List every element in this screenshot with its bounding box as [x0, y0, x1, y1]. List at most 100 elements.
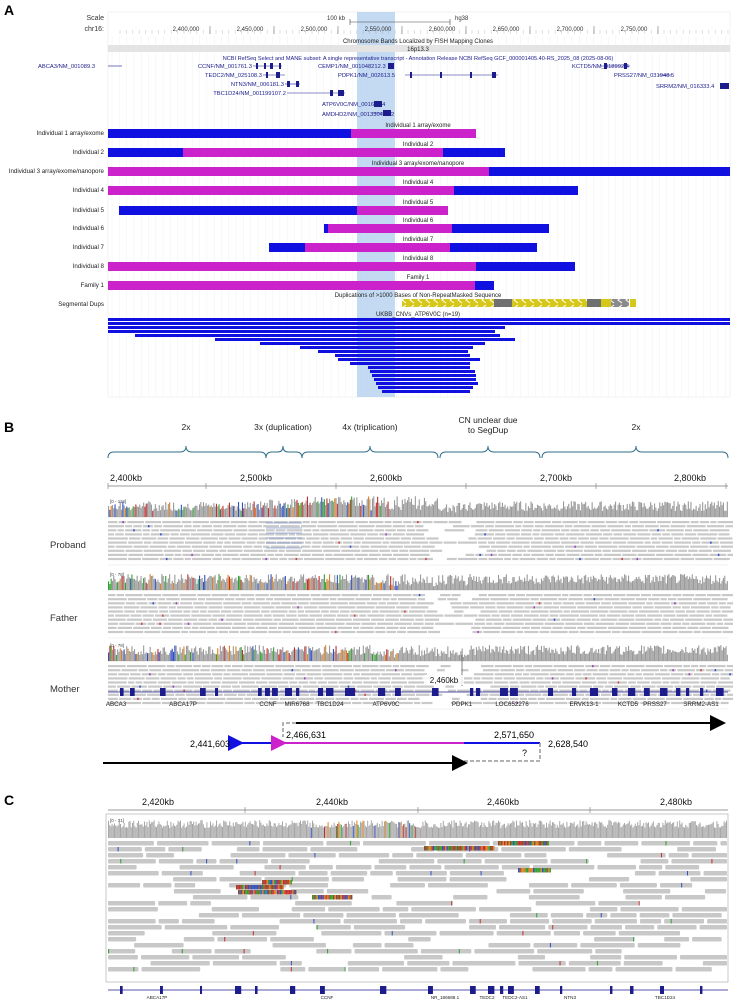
position-label: 2,750,000	[621, 27, 648, 33]
duplication-segment	[108, 186, 356, 195]
panel-b-axis: 2,400kb 2,500kb 2,600kb 2,700kb 2,800kb	[107, 473, 728, 489]
gene-label-prss27: PRSS27/NM_031948.5	[614, 73, 674, 79]
cnv-track-title: Individual 5	[403, 200, 434, 206]
exon	[500, 688, 508, 696]
cnv-track-title: Individual 7	[403, 237, 434, 243]
exon	[700, 688, 704, 696]
deletion-segment	[443, 148, 505, 157]
gene-label: ABCA3	[106, 701, 127, 708]
gene-label: TEDC2	[479, 995, 495, 1000]
ukbb-cnv-bars	[108, 318, 730, 393]
exon	[318, 688, 324, 696]
axis-tick-label: 2,460kb	[487, 797, 519, 807]
sample-track: Proband [0 - 113]	[50, 496, 733, 566]
gene-label: LOC652276	[495, 701, 529, 708]
cnv-track-label: Family 1	[81, 282, 105, 289]
axis-tick-label: 2,600kb	[370, 473, 402, 483]
cnv-track-label: Individual 6	[73, 225, 105, 232]
deletion-segment	[489, 167, 730, 176]
ukbb-cnv-bar	[368, 366, 470, 369]
segdup-gray-1	[494, 299, 512, 307]
panel-b-gene-track: ABCA3 ABCA17P CCNF MIR6768 TBC1D24 ATP6V0C PDP…	[106, 688, 728, 708]
ukbb-cnv-bar	[370, 370, 475, 373]
ukbb-cnv-bar	[135, 334, 500, 337]
duplication-segment	[305, 243, 450, 252]
cnv-track-label: Individual 5	[73, 207, 105, 214]
ukbb-cnv-bar	[378, 386, 473, 389]
panel-c-letter: C	[4, 792, 14, 808]
axis-tick-label: 2,800kb	[674, 473, 706, 483]
segdup-gray-2	[587, 299, 601, 307]
coverage-range: [0 - 113]	[110, 499, 126, 504]
brace-3	[301, 445, 439, 459]
exon	[160, 986, 163, 994]
igv-sample-tracks: Proband [0 - 113] Father [0 - 78] Mother [0 -…	[50, 496, 733, 710]
exon	[160, 688, 166, 696]
gene-label-ccnf: CCNF/NM_001761.3	[198, 64, 252, 70]
gene-label: PRSS27	[643, 701, 667, 708]
exon	[610, 986, 613, 994]
panel-c-igv: [0 - 31]	[105, 813, 729, 983]
axis-tick-label: 2,480kb	[660, 797, 692, 807]
chromosome-band	[108, 45, 730, 52]
exon	[508, 986, 514, 994]
sample-label: Proband	[50, 540, 86, 551]
assembly-label: hg38	[455, 16, 469, 22]
gene-label-kctd5: KCTD5/NM_018992.4	[572, 64, 630, 70]
position-label: 2,400,000	[173, 27, 200, 33]
gene-label: CCNF	[321, 995, 334, 1000]
deletion-segment	[119, 206, 357, 215]
cnv-track-label: Individual 2	[73, 149, 105, 156]
cnv-track-title: Individual 2	[403, 142, 434, 148]
cnv-track-label: Individual 7	[73, 244, 105, 251]
exon	[660, 986, 665, 994]
sample-track: Mother [0 - 78]	[50, 643, 733, 710]
breakpoint-2466631: 2,466,631	[286, 730, 326, 740]
gene-label-tedc2: TEDC2/NM_025108.3	[205, 73, 262, 79]
ukbb-cnv-bar	[215, 338, 515, 341]
breakpoint-2628540: 2,628,540	[548, 739, 588, 749]
exon	[395, 688, 401, 696]
exon	[258, 688, 262, 696]
duplication-segment	[356, 186, 454, 195]
deletion-segment	[108, 129, 351, 138]
exon	[130, 688, 135, 696]
exon	[572, 688, 577, 696]
dashed-connector-right	[464, 743, 541, 762]
ukbb-cnv-bar	[260, 342, 485, 345]
deletion-segment	[475, 281, 494, 290]
ukbb-track-title: UKBB_CNVs_ATP6V0C (n=19)	[376, 312, 460, 318]
ukbb-cnv-bar	[374, 378, 476, 381]
coordinate-axis: 2,400,000 2,450,000 2,500,000 2,550,000 2,60…	[119, 26, 729, 34]
gene-label: ABCA17P	[147, 995, 168, 1000]
segdup-yellow-3	[601, 299, 611, 307]
deletion-segment	[450, 243, 537, 252]
band-name: 16p13.3	[407, 47, 429, 53]
dashed-connector-top	[282, 722, 296, 737]
cn-label-segdup-line2: to SegDup	[468, 425, 508, 435]
brace-5	[541, 445, 729, 459]
gene-label: TEDC2-AS1	[502, 995, 528, 1000]
exon	[676, 688, 681, 696]
ukbb-cnv-bar	[372, 374, 476, 377]
breakpoint-2571650: 2,571,650	[494, 730, 534, 740]
gene-label-tbc1d24: TBC1D24/NM_001199107.2	[213, 91, 286, 97]
exon	[500, 986, 504, 994]
segdup-label: Segmental Dups	[58, 301, 104, 308]
deletion-segment	[476, 262, 575, 271]
brace-2	[265, 445, 303, 459]
sample-label: Father	[50, 613, 77, 624]
exon	[700, 986, 703, 994]
exon	[630, 986, 634, 994]
gene-label-amdhd2: AMDHD2/NM_001330449.2	[322, 112, 394, 118]
ukbb-cnv-bar	[382, 390, 470, 393]
gene-label-ntn3: NTN3/NM_006181.3	[231, 82, 284, 88]
exon	[560, 986, 563, 994]
gene-label: TBC1D24	[316, 701, 344, 708]
cnv-tracks: Individual 1 array/exome Individual 1 arr…	[9, 123, 730, 290]
exon	[510, 688, 518, 696]
duplication-segment	[357, 206, 448, 215]
scale-bar-label: 100 kb	[327, 16, 346, 22]
exon	[428, 986, 433, 994]
deletion-segment	[108, 148, 183, 157]
